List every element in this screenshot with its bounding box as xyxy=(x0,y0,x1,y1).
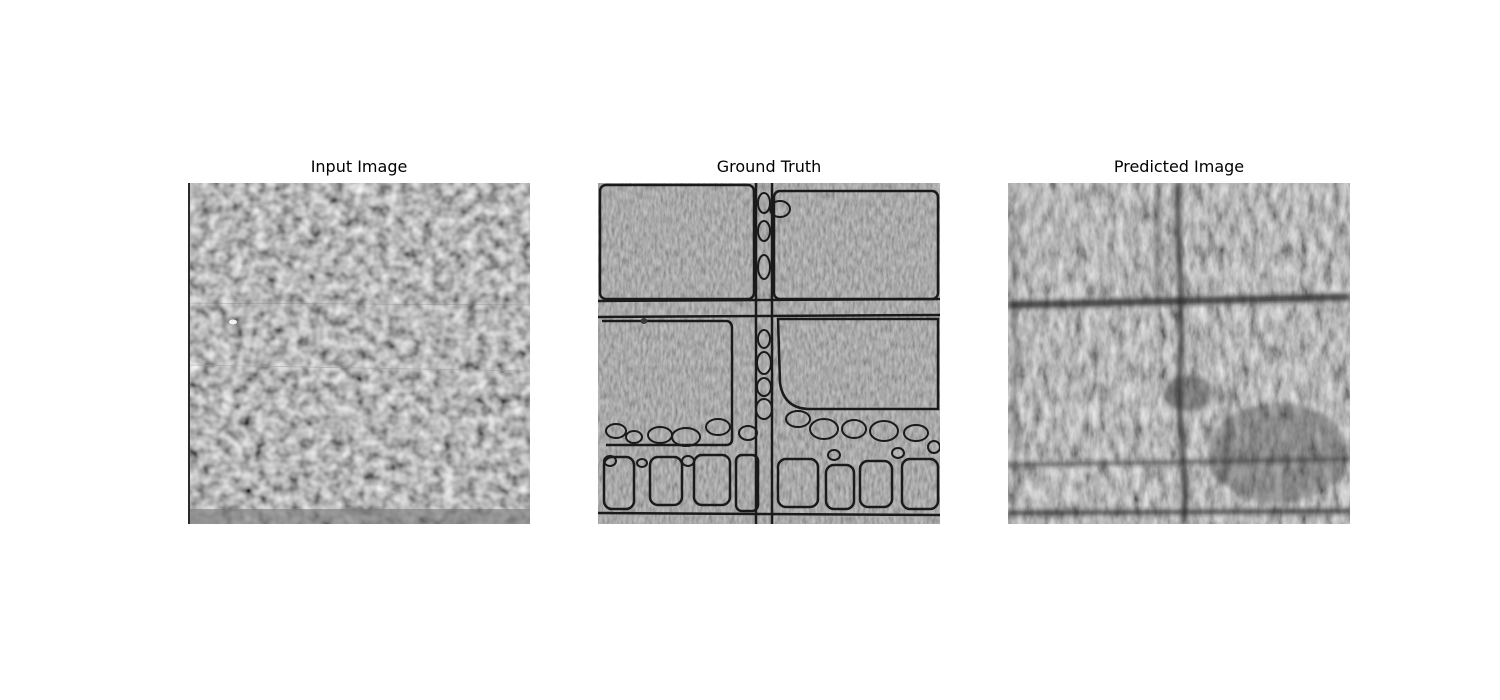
panel-ground-truth: Ground Truth xyxy=(598,155,940,525)
panel-title-predicted: Predicted Image xyxy=(1113,157,1245,176)
panel-input: Input Image xyxy=(188,155,530,525)
predicted-image xyxy=(1008,183,1350,524)
panel-title-input: Input Image xyxy=(310,157,408,176)
input-image xyxy=(188,183,530,524)
ground-truth-image xyxy=(598,183,940,524)
panel-title-ground-truth: Ground Truth xyxy=(716,157,822,176)
panel-predicted: Predicted Image xyxy=(1008,155,1350,525)
